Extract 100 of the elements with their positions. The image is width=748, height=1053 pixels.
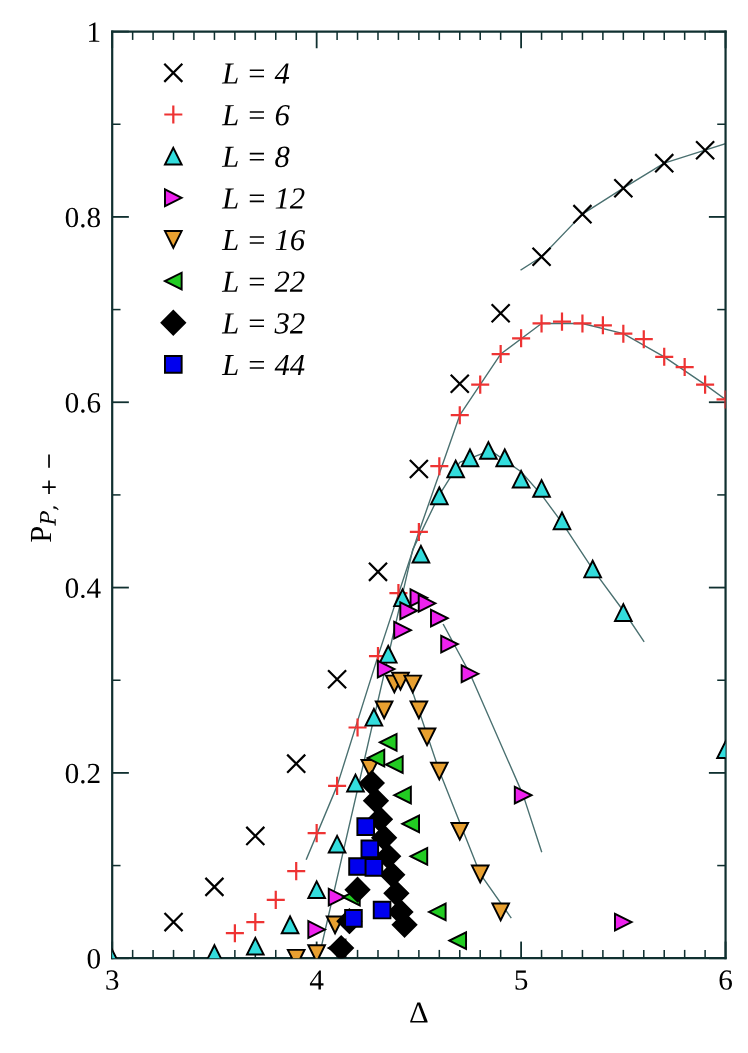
point <box>224 923 246 944</box>
x-tick-label: 4 <box>309 970 324 990</box>
point <box>372 900 392 920</box>
point <box>572 204 593 225</box>
point <box>307 880 326 899</box>
legend-label: L = 22 <box>221 271 305 292</box>
point <box>366 748 386 768</box>
point <box>513 785 533 805</box>
point <box>694 374 716 395</box>
y-tick-label: 0.6 <box>65 392 101 413</box>
point <box>460 664 480 684</box>
point <box>367 561 389 582</box>
legend-label: L = 44 <box>221 354 305 376</box>
point <box>430 486 449 506</box>
point <box>326 775 348 797</box>
point <box>531 246 552 267</box>
y-tick-label: 0.8 <box>65 207 100 228</box>
x-tick-label: 3 <box>106 970 119 990</box>
point <box>694 140 716 161</box>
legend-label: L = 32 <box>221 313 305 334</box>
legend-label: L = 8 <box>221 146 290 168</box>
x-axis-title: Δ <box>410 1002 428 1023</box>
legend-label: L = 12 <box>221 188 305 209</box>
legend-label: L = 4 <box>221 63 290 84</box>
point <box>326 669 348 690</box>
y-tick-label: 1 <box>89 22 100 42</box>
point <box>613 323 634 344</box>
point <box>531 313 552 334</box>
point <box>245 825 266 847</box>
point <box>280 915 300 935</box>
point <box>306 823 327 844</box>
point <box>378 733 398 752</box>
point <box>552 511 572 531</box>
y-axis-title: P$_{P,+−}$ <box>30 454 59 542</box>
point <box>348 857 367 876</box>
point <box>327 834 347 854</box>
point <box>374 700 394 720</box>
point <box>417 727 437 747</box>
point <box>363 787 389 814</box>
point <box>409 847 429 866</box>
point <box>399 601 418 621</box>
point <box>409 700 429 720</box>
point <box>470 864 490 884</box>
point <box>510 328 532 349</box>
point <box>364 708 384 727</box>
point <box>614 912 633 932</box>
point <box>440 634 459 654</box>
point <box>356 817 376 836</box>
point <box>376 659 396 679</box>
point <box>347 717 368 738</box>
x-tick-label: 5 <box>515 970 528 990</box>
point <box>511 469 531 489</box>
point <box>286 860 307 882</box>
point <box>408 521 430 543</box>
point <box>490 343 511 365</box>
point <box>379 862 406 888</box>
point <box>654 346 675 367</box>
point <box>450 821 470 841</box>
point <box>583 559 602 579</box>
point <box>491 902 510 922</box>
point <box>470 374 491 395</box>
point <box>327 887 347 907</box>
point <box>359 770 385 796</box>
legend-label: L = 16 <box>221 229 305 251</box>
point <box>346 773 365 793</box>
point <box>344 876 371 903</box>
point <box>479 441 498 460</box>
point <box>674 356 695 378</box>
point <box>449 373 470 394</box>
point <box>393 620 412 640</box>
point <box>613 178 634 199</box>
point <box>378 644 398 664</box>
y-tick-label: 0.2 <box>65 763 100 784</box>
point <box>393 785 412 805</box>
point <box>245 911 266 933</box>
point <box>411 544 431 564</box>
point <box>490 303 511 324</box>
point <box>417 594 437 613</box>
point <box>654 153 675 174</box>
point <box>204 876 225 898</box>
point <box>265 889 286 910</box>
point <box>371 825 397 851</box>
point <box>286 753 307 774</box>
x-tick-label: 6 <box>719 970 732 990</box>
point <box>614 603 633 622</box>
point <box>401 814 420 834</box>
point <box>429 456 450 477</box>
legend-label: L = 6 <box>221 104 290 126</box>
point <box>328 935 354 959</box>
point <box>427 902 447 922</box>
point <box>246 936 265 956</box>
point <box>408 458 430 480</box>
point <box>592 315 614 336</box>
point <box>430 608 449 628</box>
point <box>460 448 480 468</box>
point <box>449 405 470 426</box>
point <box>163 911 184 933</box>
point <box>385 755 404 774</box>
point <box>383 880 410 907</box>
point <box>448 931 468 950</box>
